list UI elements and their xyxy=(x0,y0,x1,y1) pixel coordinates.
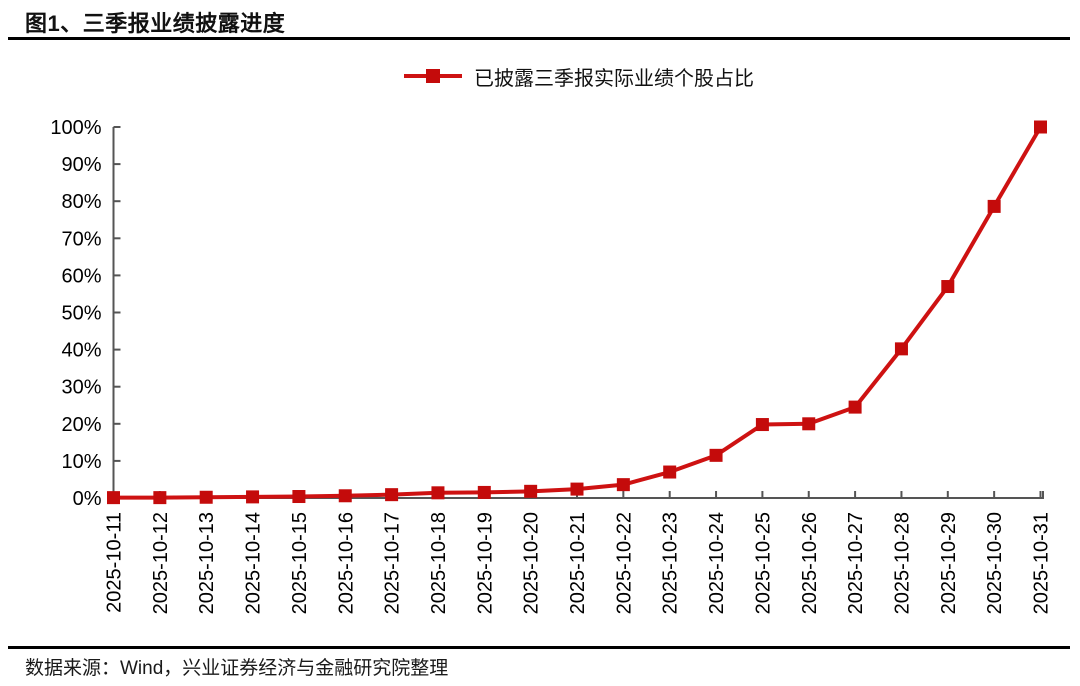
legend-label: 已披露三季报实际业绩个股占比 xyxy=(474,67,754,90)
y-tick-label: 0% xyxy=(73,488,102,510)
x-tick-label: 2025-10-22 xyxy=(613,512,635,614)
data-point-marker xyxy=(848,400,862,414)
data-source-note: 数据来源：Wind，兴业证券经济与金融研究院整理 xyxy=(25,658,449,679)
title-divider xyxy=(8,37,1070,40)
data-point-marker xyxy=(431,486,445,500)
data-point-marker xyxy=(709,448,723,462)
x-tick-label: 2025-10-23 xyxy=(660,512,682,614)
data-point-marker xyxy=(246,490,260,504)
y-tick-label: 20% xyxy=(61,414,101,436)
legend-square-icon xyxy=(426,69,440,83)
x-tick-label: 2025-10-19 xyxy=(474,512,496,614)
y-tick-label: 40% xyxy=(61,340,101,362)
chart-legend: 已披露三季报实际业绩个股占比 xyxy=(113,61,1045,91)
legend-line-marker-icon xyxy=(404,69,462,83)
line-chart-plot: 0% 10% 20% 30% 40% 50% 60% 70% 80% 90% 100% 2025-10… xyxy=(50,117,1053,614)
data-point-marker xyxy=(107,491,120,505)
x-tick-label: 2025-10-26 xyxy=(799,512,821,614)
x-tick-label: 2025-10-14 xyxy=(243,512,265,614)
x-tick-label: 2025-10-11 xyxy=(104,512,126,613)
x-tick-label: 2025-10-17 xyxy=(382,512,404,614)
data-point-marker xyxy=(385,488,399,502)
data-point-marker xyxy=(941,280,955,294)
data-point-marker xyxy=(755,418,769,432)
y-tick-label: 100% xyxy=(50,117,101,139)
x-tick-label: 2025-10-18 xyxy=(428,512,450,614)
footer-divider xyxy=(8,646,1070,649)
data-point-marker xyxy=(199,490,213,504)
x-tick-label: 2025-10-31 xyxy=(1031,512,1053,614)
x-tick-label: 2025-10-21 xyxy=(567,512,589,614)
x-tick-label: 2025-10-15 xyxy=(289,512,311,614)
x-tick-label: 2025-10-12 xyxy=(150,512,172,614)
x-tick-label: 2025-10-30 xyxy=(984,512,1006,614)
data-point-marker xyxy=(616,478,630,492)
x-tick-label: 2025-10-24 xyxy=(706,512,728,614)
x-tick-label: 2025-10-13 xyxy=(196,512,218,614)
y-tick-label: 70% xyxy=(61,228,101,250)
x-tick-label: 2025-10-25 xyxy=(752,512,774,614)
x-tick-label: 2025-10-28 xyxy=(891,512,913,614)
y-tick-label: 50% xyxy=(61,303,101,325)
y-tick-label: 10% xyxy=(61,451,101,473)
y-tick-label: 60% xyxy=(61,265,101,287)
data-point-marker xyxy=(570,482,584,496)
y-tick-label: 80% xyxy=(61,191,101,213)
series-line xyxy=(111,125,1043,500)
x-tick-label: 2025-10-20 xyxy=(521,512,543,614)
x-tick-label: 2025-10-27 xyxy=(845,512,867,614)
y-tick-label: 30% xyxy=(61,377,101,399)
figure-title: 图1、三季报业绩披露进度 xyxy=(25,11,286,36)
data-point-marker xyxy=(894,342,908,356)
x-tick-label: 2025-10-29 xyxy=(938,512,960,614)
data-point-marker xyxy=(524,484,538,498)
data-point-marker xyxy=(987,199,1001,213)
x-tick-label: 2025-10-16 xyxy=(335,512,357,614)
data-point-marker xyxy=(802,417,816,431)
data-point-marker xyxy=(292,490,306,504)
data-point-marker xyxy=(663,465,677,479)
y-tick-label: 90% xyxy=(61,154,101,176)
data-point-marker xyxy=(338,489,352,503)
data-point-marker xyxy=(477,485,491,499)
data-point-marker xyxy=(1034,120,1047,134)
data-point-marker xyxy=(153,491,167,505)
